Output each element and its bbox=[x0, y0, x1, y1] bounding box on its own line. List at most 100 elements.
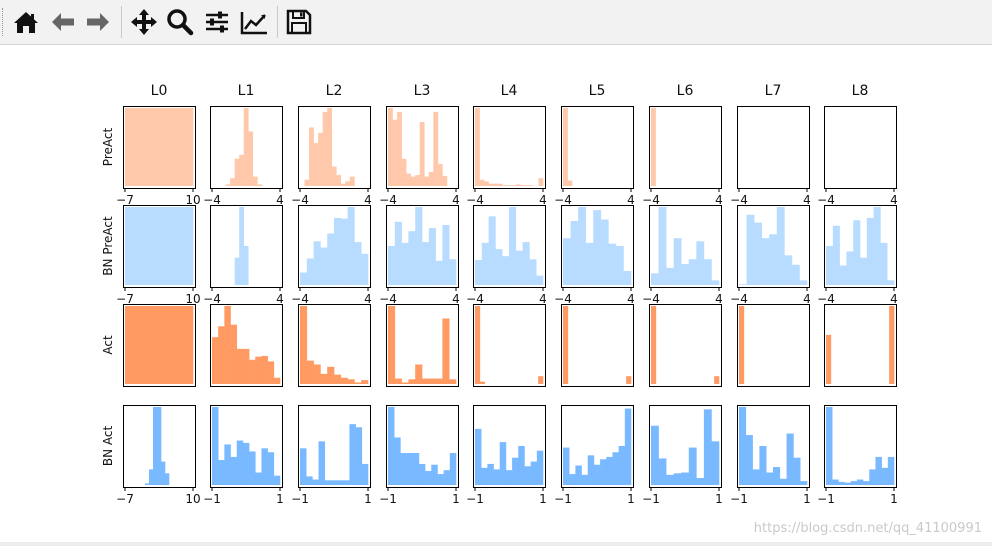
histogram-bar bbox=[388, 407, 395, 485]
histogram-bar bbox=[502, 185, 508, 186]
pan-button[interactable] bbox=[128, 6, 160, 38]
histogram-bar bbox=[484, 181, 489, 186]
histogram-bar bbox=[435, 378, 443, 384]
histogram-bar bbox=[832, 479, 839, 485]
zoom-button[interactable] bbox=[164, 6, 196, 38]
column-title: L5 bbox=[589, 83, 606, 99]
save-icon bbox=[286, 9, 312, 35]
histogram-bar bbox=[752, 469, 760, 485]
histogram-bar bbox=[442, 175, 448, 186]
histogram-bar bbox=[327, 233, 335, 285]
x-tick-label: 4 bbox=[715, 193, 723, 207]
histogram-bar bbox=[600, 459, 607, 485]
histogram-bar bbox=[869, 469, 876, 485]
histogram-bar bbox=[165, 473, 170, 485]
x-tick-label: 10 bbox=[185, 193, 200, 207]
histogram-bar bbox=[331, 166, 337, 186]
histogram-bar bbox=[419, 122, 425, 186]
subplot-axes-frame bbox=[123, 304, 196, 387]
x-tick-label: 4 bbox=[890, 292, 898, 306]
x-tick-label: −1 bbox=[730, 492, 748, 506]
histogram-bar bbox=[711, 441, 720, 485]
save-button[interactable] bbox=[283, 6, 315, 38]
histogram-bar bbox=[887, 280, 895, 285]
histogram-bar bbox=[347, 379, 355, 384]
sliders-icon bbox=[206, 11, 228, 33]
histogram-bar bbox=[880, 242, 888, 285]
histogram-bar bbox=[587, 455, 595, 485]
home-button[interactable] bbox=[10, 6, 42, 38]
histogram-bar bbox=[327, 108, 333, 186]
x-tick-label: −4 bbox=[817, 193, 835, 207]
histogram-bar bbox=[433, 111, 439, 186]
column-title: L1 bbox=[238, 83, 255, 99]
column-title: L2 bbox=[326, 83, 343, 99]
histogram-bar bbox=[673, 238, 682, 285]
histogram-bar bbox=[322, 111, 328, 186]
histogram-bar bbox=[234, 158, 240, 186]
histogram-bar bbox=[242, 348, 250, 384]
histogram-bar bbox=[261, 355, 268, 384]
histogram-bar bbox=[239, 207, 245, 285]
histogram-bar bbox=[651, 306, 657, 384]
subplot-axes-frame bbox=[386, 205, 459, 288]
subplot-axes-frame bbox=[737, 205, 810, 288]
histogram-bar bbox=[766, 472, 774, 485]
edit-axis-button[interactable] bbox=[238, 6, 270, 38]
x-tick-label: 4 bbox=[364, 292, 372, 306]
x-tick-label: −4 bbox=[379, 193, 397, 207]
histogram-bar bbox=[761, 238, 770, 285]
histogram-bar bbox=[410, 176, 416, 186]
histogram-bar bbox=[388, 306, 396, 384]
histogram-bar bbox=[759, 446, 767, 485]
subplot-axes-frame bbox=[473, 205, 546, 288]
x-tick-label: −4 bbox=[730, 292, 748, 306]
histogram-bar bbox=[493, 469, 501, 485]
histogram-bar bbox=[125, 207, 194, 285]
histogram-bar bbox=[243, 108, 249, 186]
histogram-bar bbox=[839, 265, 847, 285]
forward-button[interactable] bbox=[82, 6, 114, 38]
histogram-bar bbox=[449, 259, 457, 285]
subplot-axes-frame bbox=[649, 304, 722, 387]
column-title: L6 bbox=[677, 83, 694, 99]
subplot-axes-frame bbox=[298, 205, 371, 288]
histogram-bar bbox=[336, 175, 342, 186]
histogram-bar bbox=[826, 407, 833, 485]
histogram-bar bbox=[703, 409, 712, 485]
histogram-bar bbox=[850, 481, 858, 485]
column-title: L0 bbox=[151, 83, 168, 99]
x-tick-label: −4 bbox=[642, 292, 660, 306]
x-tick-label: −7 bbox=[116, 292, 134, 306]
histogram-bar bbox=[230, 456, 238, 485]
histogram-bar bbox=[536, 275, 544, 285]
histogram-bar bbox=[354, 382, 362, 384]
histogram-bar bbox=[252, 176, 258, 186]
histogram-bar bbox=[606, 456, 613, 485]
x-tick-label: 4 bbox=[539, 193, 547, 207]
histogram-bar bbox=[313, 364, 321, 384]
x-tick-label: −1 bbox=[642, 492, 660, 506]
subplot-axes-frame bbox=[561, 405, 634, 488]
histogram-bar bbox=[838, 481, 845, 485]
histogram-bar bbox=[578, 207, 586, 285]
histogram-bar bbox=[442, 318, 450, 384]
histogram-bar bbox=[475, 306, 481, 384]
histogram-bar bbox=[563, 306, 569, 384]
histogram-bar bbox=[518, 446, 525, 485]
histogram-bar bbox=[312, 479, 319, 485]
x-tick-label: 1 bbox=[627, 492, 635, 506]
histogram-bar bbox=[361, 463, 369, 485]
x-tick-label: −4 bbox=[291, 193, 309, 207]
back-button[interactable] bbox=[47, 6, 79, 38]
histogram-bar bbox=[349, 424, 356, 485]
histogram-bar bbox=[569, 474, 576, 485]
histogram-bar bbox=[153, 407, 158, 485]
histogram-bar bbox=[488, 216, 496, 285]
x-tick-label: 1 bbox=[890, 492, 898, 506]
subplots-button[interactable] bbox=[201, 6, 233, 38]
histogram-bar bbox=[361, 253, 369, 285]
histogram-bar bbox=[355, 427, 363, 485]
x-tick-label: 1 bbox=[803, 492, 811, 506]
histogram-bar bbox=[844, 482, 852, 485]
